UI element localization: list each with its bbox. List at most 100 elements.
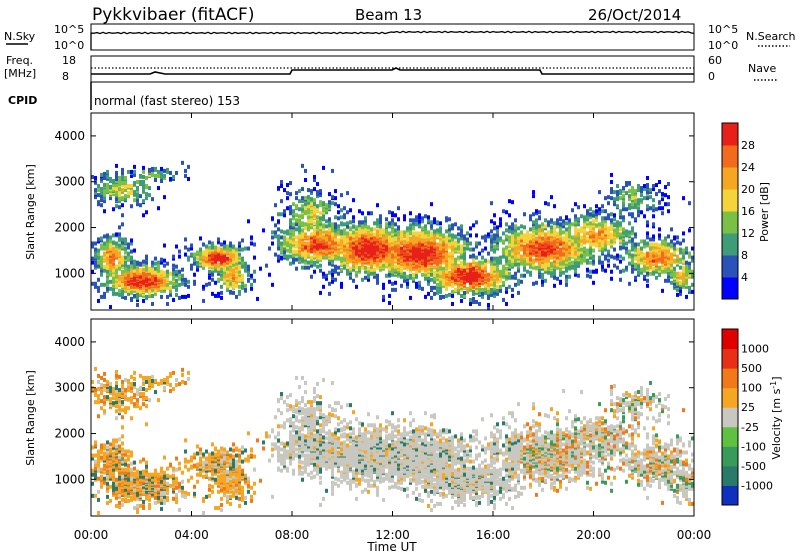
- heatmap-cell: [568, 230, 571, 235]
- heatmap-cell: [592, 280, 595, 285]
- heatmap-cell: [592, 254, 595, 259]
- heatmap-cell: [427, 220, 430, 225]
- heatmap-cell: [370, 241, 373, 246]
- heatmap-cell: [325, 210, 328, 215]
- heatmap-cell: [394, 287, 397, 292]
- heatmap-cell: [403, 239, 406, 244]
- heatmap-cell: [640, 257, 643, 262]
- heatmap-cell: [538, 259, 541, 264]
- heatmap-cell: [415, 269, 418, 274]
- heatmap-cell: [97, 255, 100, 260]
- heatmap-cell: [235, 272, 238, 277]
- heatmap-cell: [100, 203, 103, 208]
- heatmap-cell: [145, 264, 148, 269]
- heatmap-cell: [367, 225, 370, 230]
- heatmap-cell: [496, 233, 499, 238]
- heatmap-cell: [433, 285, 436, 290]
- heatmap-cell: [544, 278, 547, 283]
- heatmap-cell: [310, 232, 313, 237]
- heatmap-cell: [589, 226, 592, 231]
- heatmap-cell: [115, 241, 118, 246]
- heatmap-cell: [628, 203, 631, 208]
- heatmap-cell: [661, 194, 664, 199]
- heatmap-cell: [202, 298, 205, 303]
- heatmap-cell: [598, 210, 601, 215]
- heatmap-cell: [244, 263, 247, 268]
- heatmap-cell: [286, 256, 289, 261]
- heatmap-cell: [523, 225, 526, 230]
- heatmap-cell: [592, 259, 595, 264]
- heatmap-cell: [673, 278, 676, 283]
- heatmap-cell: [385, 273, 388, 278]
- heatmap-cell: [451, 251, 454, 256]
- heatmap-cell: [94, 241, 97, 246]
- heatmap-cell: [679, 285, 682, 290]
- heatmap-cell: [412, 240, 415, 245]
- heatmap-cell: [400, 264, 403, 269]
- heatmap-cell: [115, 270, 118, 275]
- heatmap-cell: [451, 243, 454, 248]
- heatmap-cell: [349, 268, 352, 273]
- heatmap-cell: [496, 238, 499, 243]
- heatmap-cell: [469, 262, 472, 267]
- heatmap-cell: [364, 233, 367, 238]
- heatmap-cell: [463, 253, 466, 258]
- heatmap-cell: [448, 292, 451, 297]
- heatmap-cell: [637, 242, 640, 247]
- heatmap-cell: [631, 198, 634, 203]
- heatmap-cell: [508, 239, 511, 244]
- heatmap-cell: [469, 233, 472, 238]
- heatmap-cell: [553, 258, 556, 263]
- heatmap-cell: [667, 271, 670, 276]
- heatmap-cell: [292, 253, 295, 258]
- heatmap-cell: [91, 241, 94, 246]
- heatmap-cell: [532, 220, 535, 225]
- heatmap-cell: [151, 301, 154, 306]
- heatmap-cell: [481, 272, 484, 277]
- heatmap-cell: [430, 220, 433, 225]
- heatmap-cell: [385, 258, 388, 263]
- heatmap-cell: [637, 206, 640, 211]
- heatmap-cell: [184, 173, 187, 178]
- heatmap-cell: [682, 268, 685, 273]
- heatmap-cell: [517, 256, 520, 261]
- heatmap-cell: [199, 247, 202, 252]
- heatmap-cell: [382, 252, 385, 257]
- heatmap-cell: [160, 257, 163, 262]
- heatmap-cell: [382, 257, 385, 262]
- heatmap-cell: [280, 184, 283, 189]
- heatmap-cell: [319, 231, 322, 236]
- heatmap-cell: [280, 180, 283, 185]
- heatmap-cell: [217, 266, 220, 271]
- heatmap-cell: [361, 211, 364, 216]
- heatmap-cell: [334, 269, 337, 274]
- heatmap-cell: [343, 231, 346, 236]
- heatmap-cell: [658, 200, 661, 205]
- heatmap-cell: [406, 264, 409, 269]
- heatmap-cell: [376, 233, 379, 238]
- heatmap-cell: [109, 259, 112, 264]
- heatmap-cell: [553, 271, 556, 276]
- heatmap-cell: [646, 220, 649, 225]
- heatmap-cell: [436, 267, 439, 272]
- heatmap-cell: [667, 257, 670, 262]
- heatmap-cell: [427, 259, 430, 264]
- heatmap-cell: [283, 251, 286, 256]
- heatmap-cell: [658, 227, 661, 232]
- heatmap-cell: [376, 243, 379, 248]
- heatmap-cell: [205, 282, 208, 287]
- heatmap-cell: [592, 269, 595, 274]
- heatmap-cell: [322, 237, 325, 242]
- heatmap-cell: [646, 278, 649, 283]
- heatmap-cell: [451, 241, 454, 246]
- heatmap-cell: [238, 272, 241, 277]
- heatmap-cell: [553, 255, 556, 260]
- heatmap-cell: [370, 271, 373, 276]
- heatmap-cell: [100, 265, 103, 270]
- heatmap-cell: [235, 258, 238, 263]
- heatmap-cell: [154, 173, 157, 178]
- heatmap-cell: [175, 244, 178, 249]
- heatmap-cell: [409, 241, 412, 246]
- heatmap-cell: [241, 277, 244, 282]
- heatmap-cell: [673, 281, 676, 286]
